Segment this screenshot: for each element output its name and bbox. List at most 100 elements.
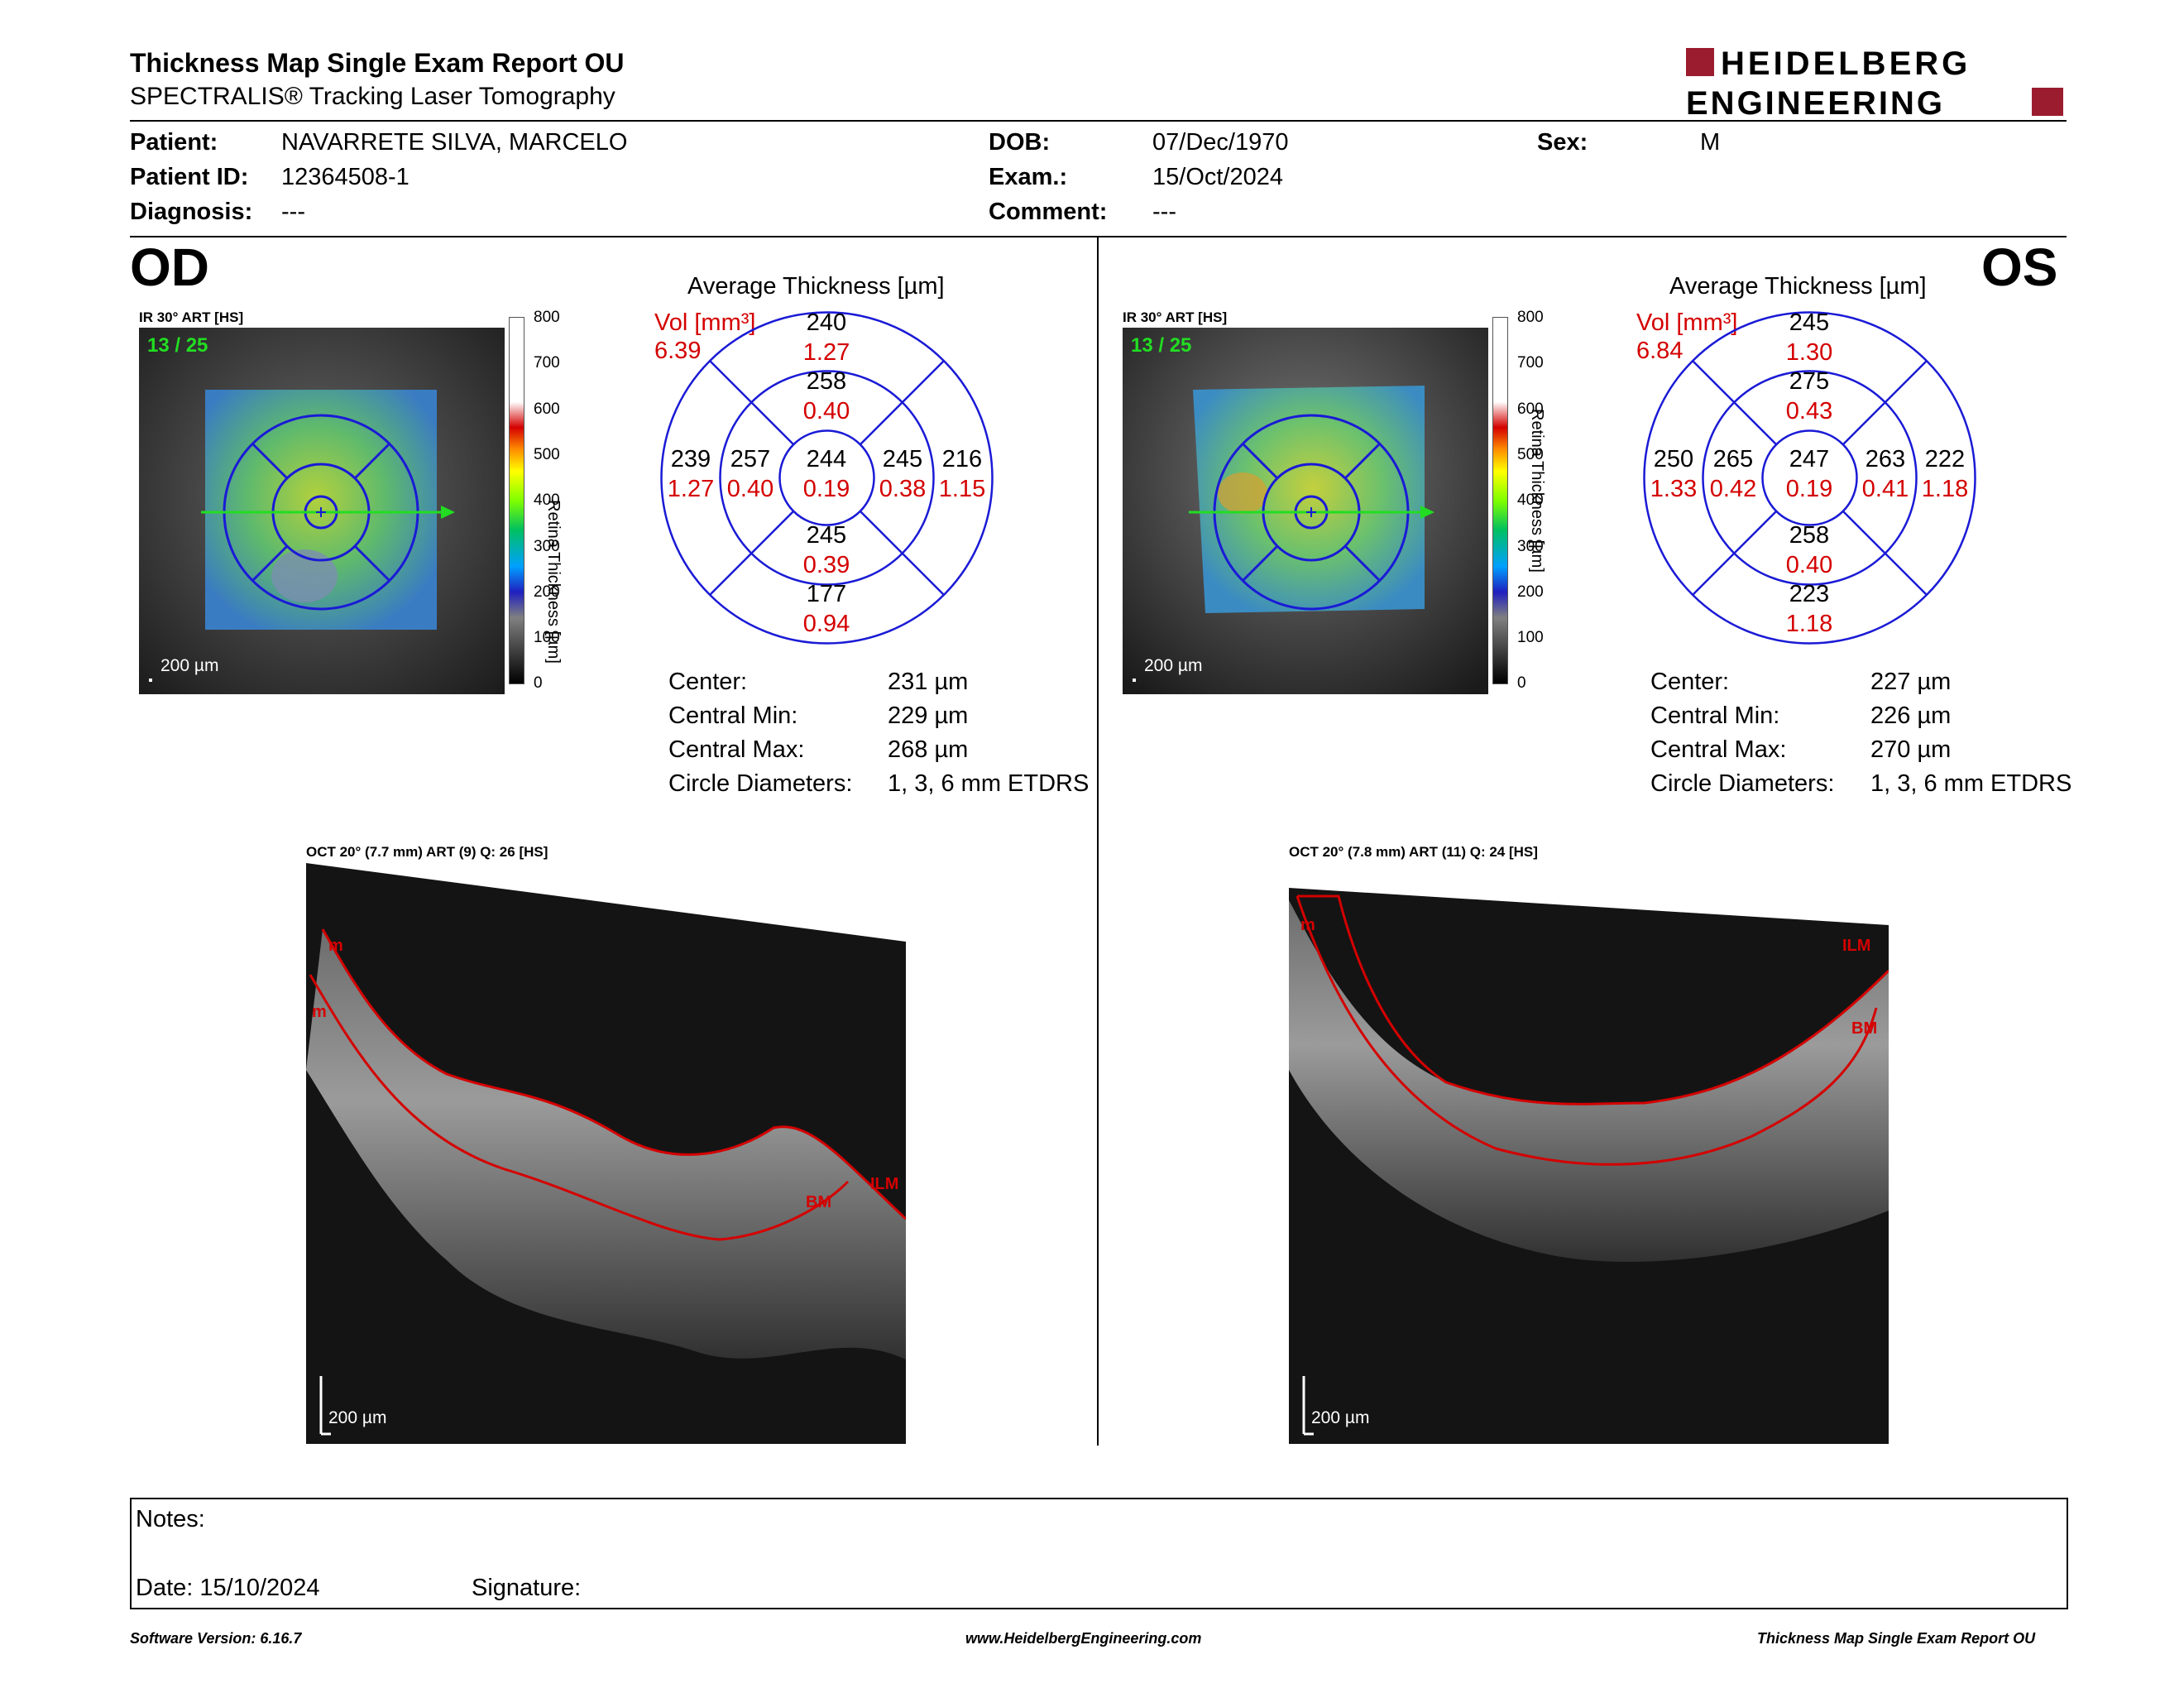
dob-value: 07/Dec/1970 [1152,129,1289,156]
volume-outer_top-od: 1.27 [802,339,850,366]
svg-text:ENGINEERING: ENGINEERING [1686,85,1945,119]
colorbar-tick-od: 200 [534,583,560,601]
stat-value-od: 268 µm [888,736,969,763]
oct-marker-od-1: m [328,937,343,955]
ir-label-os: IR 30° ART [HS] [1123,309,1228,325]
etdrs-grid-od [660,311,994,645]
frame-counter-os: 13 / 25 [1131,334,1192,357]
thickness-inner_bottom-od: 245 [806,522,847,549]
oct-bscan-os [1289,863,1889,1444]
notes-box[interactable] [130,1498,2068,1609]
oct-marker-od-2: m [312,1003,327,1021]
colorbar-tick-od: 700 [534,354,560,372]
volume-center-os: 0.19 [1785,476,1833,502]
volume-inner_bottom-os: 0.40 [1785,552,1833,578]
vol-value-od: 6.39 [654,338,702,364]
colorbar-tick-os: 500 [1517,445,1544,463]
volume-outer_left-od: 1.27 [667,476,715,502]
vol-label-os: Vol [mm³] [1636,309,1738,336]
oct-scale-os: 200 µm [1311,1408,1370,1427]
colorbar-od [509,317,524,684]
patient-id-label: Patient ID: [130,164,249,190]
colorbar-tick-os: 200 [1517,583,1544,601]
report-subtitle: SPECTRALIS® Tracking Laser Tomography [130,83,615,110]
volume-outer_right-os: 1.18 [1921,476,1969,502]
thickness-center-os: 247 [1789,446,1830,472]
colorbar-tick-od: 100 [534,629,560,647]
colorbar-tick-od: 300 [534,537,560,555]
oct-scale-od: 200 µm [328,1408,387,1427]
colorbar-tick-os: 0 [1517,674,1526,693]
sex-label: Sex: [1537,129,1588,156]
colorbar-tick-od: 0 [534,674,543,693]
patient-name: NAVARRETE SILVA, MARCELO [281,129,628,156]
thickness-inner_left-od: 257 [730,446,771,472]
thickness-inner_bottom-os: 258 [1789,522,1830,549]
colorbar-label-os: Retina Thickness [µm] [1528,409,1546,573]
oct-marker-od-bm: BM [806,1193,832,1211]
stat-value-os: 1, 3, 6 mm ETDRS [1870,770,2072,797]
stat-label-os: Center: [1650,669,1730,695]
thickness-outer_right-os: 222 [1924,446,1966,472]
stat-label-od: Central Max: [668,736,805,763]
oct-marker-os-1: m [1300,916,1315,934]
volume-inner_top-os: 0.43 [1785,398,1833,424]
colorbar-tick-os: 800 [1517,309,1544,326]
thickness-inner_left-os: 265 [1712,446,1754,472]
patient-id: 12364508-1 [281,164,410,190]
colorbar-tick-os: 100 [1517,629,1544,647]
scale-bar-od: 200 µm [160,656,219,675]
notes-label: Notes: [136,1506,205,1532]
dob-label: DOB: [989,129,1051,156]
ir-label-od: IR 30° ART [HS] [139,309,244,325]
stat-label-od: Center: [668,669,748,695]
thickness-outer_top-os: 245 [1789,309,1830,336]
heidelberg-logo: HEIDELBERG ENGINEERING [1686,46,2063,119]
frame-counter-od: 13 / 25 [147,334,208,357]
volume-outer_top-os: 1.30 [1785,339,1833,366]
volume-outer_right-od: 1.15 [938,476,986,502]
colorbar-tick-od: 400 [534,492,560,510]
thickness-outer_left-od: 239 [670,446,711,472]
oct-marker-od-ilm: ILM [870,1175,899,1193]
etdrs-grid-os [1643,311,1976,645]
stat-value-od: 1, 3, 6 mm ETDRS [888,770,1090,797]
stat-value-od: 231 µm [888,669,969,695]
stat-label-od: Central Min: [668,703,798,729]
volume-inner_right-os: 0.41 [1861,476,1909,502]
thickness-inner_top-od: 258 [806,368,847,395]
patient-label: Patient: [130,129,218,156]
footer-url[interactable]: www.HeidelbergEngineering.com [965,1630,1202,1647]
thickness-outer_right-od: 216 [941,446,983,472]
signature-label: Signature: [472,1575,582,1601]
stat-value-os: 226 µm [1870,703,1952,729]
sex-value: M [1700,129,1721,156]
stat-label-os: Circle Diameters: [1650,770,1835,797]
avg-thickness-title-od: Average Thickness [µm] [687,273,945,300]
volume-inner_bottom-od: 0.39 [802,552,850,578]
stat-label-os: Central Max: [1650,736,1787,763]
date-label: Date: 15/10/2024 [136,1575,320,1601]
oct-marker-os-bm: BM [1851,1019,1878,1038]
thickness-inner_top-os: 275 [1789,368,1830,395]
vol-label-od: Vol [mm³] [654,309,756,336]
exam-label: Exam.: [989,164,1068,190]
oct-marker-os-ilm: ILM [1842,937,1871,955]
stat-value-os: 270 µm [1870,736,1952,763]
volume-inner_left-od: 0.40 [726,476,774,502]
thickness-outer_top-od: 240 [806,309,847,336]
avg-thickness-title-os: Average Thickness [µm] [1669,273,1927,300]
oct-label-od: OCT 20° (7.7 mm) ART (9) Q: 26 [HS] [306,844,548,860]
oct-bscan-od [306,863,906,1444]
report-title: Thickness Map Single Exam Report OU [130,48,625,78]
oct-label-os: OCT 20° (7.8 mm) ART (11) Q: 24 [HS] [1289,844,1538,860]
fundus-image-os [1123,328,1488,694]
volume-inner_top-od: 0.40 [802,398,850,424]
comment-label: Comment: [989,199,1108,225]
thickness-inner_right-od: 245 [882,446,923,472]
volume-outer_bottom-od: 0.94 [802,611,850,637]
svg-text:HEIDELBERG: HEIDELBERG [1721,46,1971,82]
colorbar-tick-od: 600 [534,400,560,418]
thickness-outer_bottom-od: 177 [806,581,847,607]
colorbar-tick-od: 500 [534,445,560,463]
